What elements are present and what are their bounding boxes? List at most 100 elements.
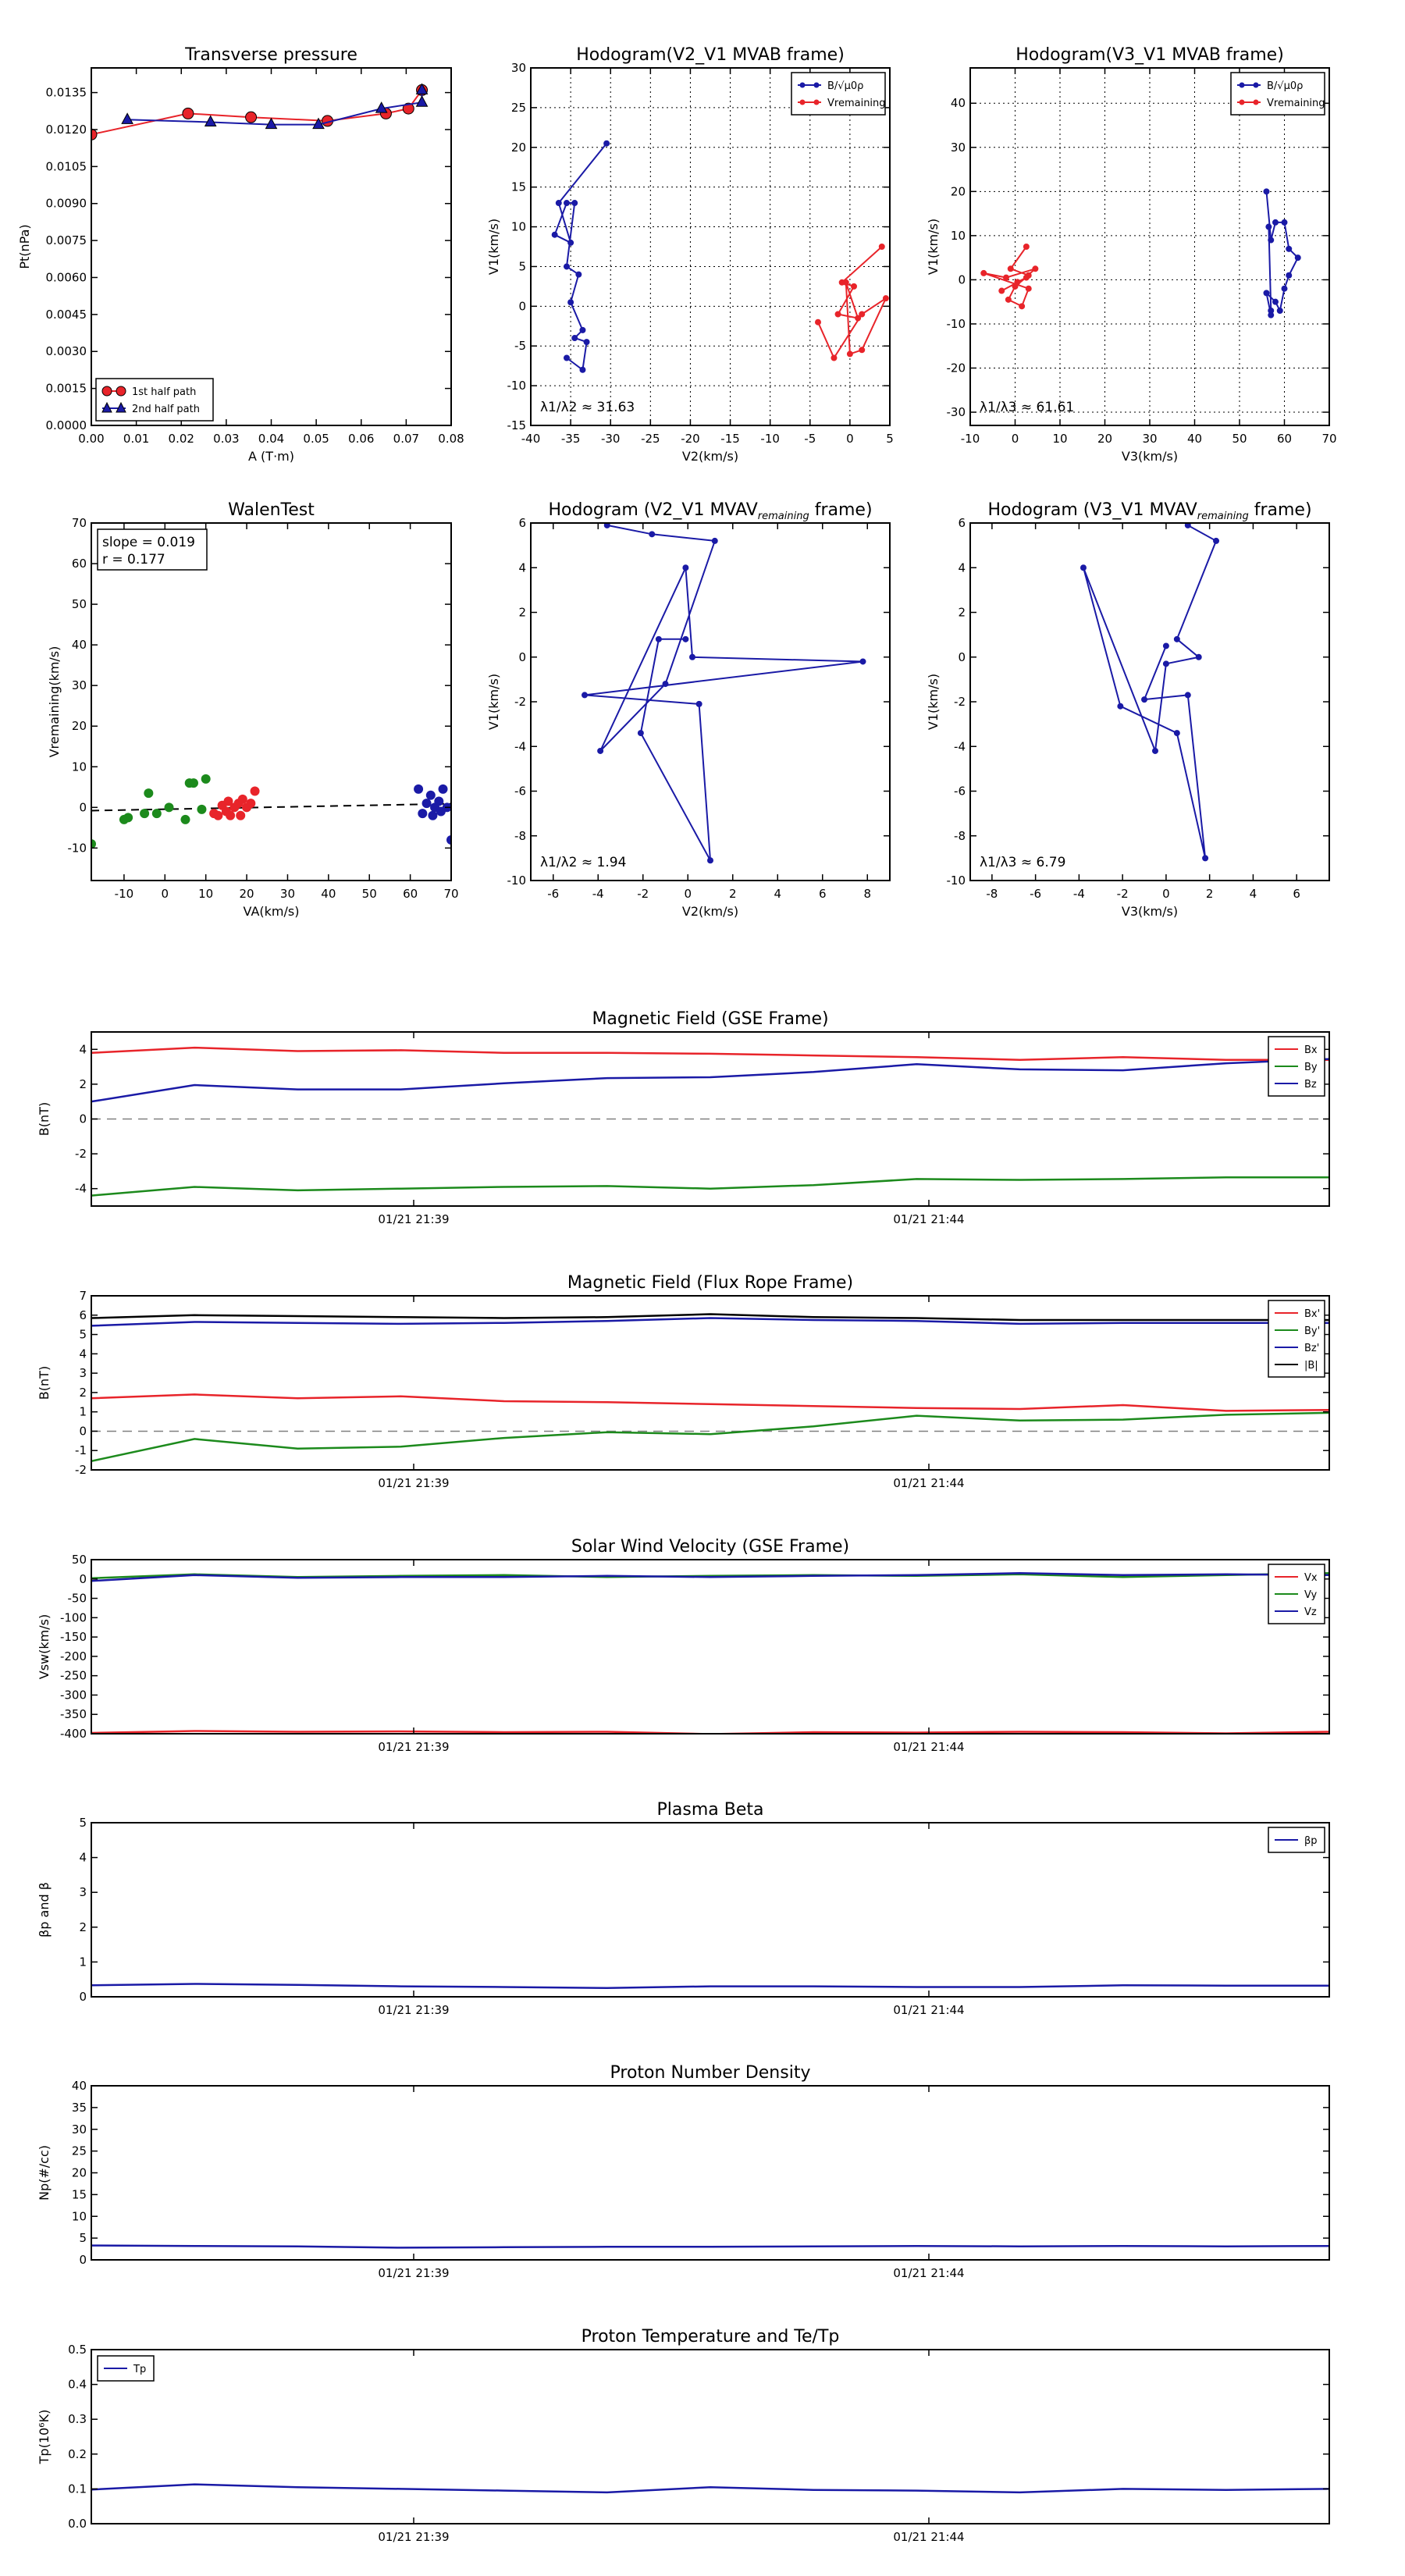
y-tick-label: 4 [958,560,966,575]
data-point [564,263,570,270]
x-tick-label: 01/21 21:39 [378,1212,449,1226]
legend-marker [116,401,126,413]
data-point [1268,307,1275,314]
y-tick-label: 10 [72,760,87,774]
data-point [1263,290,1270,297]
plot-frame [91,522,452,881]
data-point [707,857,713,864]
chart-title-tail: frame) [1249,500,1312,520]
x-tick-label: 01/21 21:44 [893,1740,964,1754]
x-tick-label: 01/21 21:44 [893,2530,964,2544]
chart-panel-proton_temperature: 01/21 21:39 01/21 21:44 0.0 0.1 0.2 0.3 0.4 0.5… [37,2327,1330,2544]
y-tick-label: 30 [951,141,966,155]
y-tick-label: -100 [60,1610,87,1624]
data-point [1276,307,1283,314]
x-tick-label: 0.05 [303,432,329,446]
x-tick-label: -4 [592,887,604,901]
data-point [414,784,424,794]
data-point [375,101,388,113]
data-point [1032,265,1039,272]
y-tick-label: 50 [72,597,87,611]
legend-marker [116,386,126,397]
data-point [583,339,590,346]
data-point [1184,692,1191,699]
series-bz- [91,1317,1329,1327]
y-tick-label: -10 [947,873,966,888]
data-point [859,347,866,354]
y-tick-label: 30 [72,678,87,692]
series-1 [209,786,260,820]
chart-title: Hodogram(V3_V1 MVAB frame) [1016,45,1284,65]
chart-panel-walen_test: -10 0 10 20 30 40 50 60 70 -10 0 10 20 30 40 50 60 70 Wale… [47,500,459,919]
data-point [1080,564,1087,571]
data-point [226,810,236,820]
x-tick-label: 0.01 [123,432,149,446]
y-axis-label: Vsw(km/s) [37,1614,52,1679]
data-point [312,117,325,130]
chart-panel-plasma_beta: 01/21 21:39 01/21 21:44 0 1 2 3 4 5 Plasma Beta β… [37,1800,1330,2017]
chart-panel-proton_number_density: 01/21 21:39 01/21 21:44 0 5 10 15 20 25 30 35 40 Pr… [37,2063,1330,2280]
x-tick-label: 10 [198,887,213,901]
data-point [1265,223,1272,230]
plot-frame [91,1559,1330,1735]
plot-frame [91,1295,1330,1471]
x-tick-label: 70 [1321,432,1336,446]
series-vz [91,1572,1329,1582]
legend-label: Vx [1304,1572,1318,1584]
data-point [123,813,133,823]
y-tick-label: -400 [60,1727,87,1741]
y-tick-label: 2 [958,606,966,620]
eigenvalue-ratio-annotation: λ1/λ3 ≈ 6.79 [980,855,1065,870]
y-tick-label: 25 [72,2144,87,2158]
data-point [1025,285,1032,292]
x-tick-label: 8 [863,887,871,901]
y-tick-label: 0 [958,650,966,664]
data-point [415,83,429,94]
chart-title: Hodogram (V2_V1 MVAVremaining frame) [548,500,872,522]
data-point [1023,244,1030,250]
plot-frame [969,522,1330,881]
eigenvalue-ratio-annotation: λ1/λ2 ≈ 31.63 [540,400,635,415]
y-tick-label: 6 [79,1308,87,1322]
x-tick-label: 01/21 21:44 [893,1476,964,1490]
x-tick-label: 6 [1293,887,1300,901]
y-tick-label: 30 [511,61,526,75]
y-tick-label: -10 [507,873,527,888]
y-tick-label: -2 [954,695,966,709]
data-point [237,794,247,804]
chart-panel-hodogram_v2_v1_mvav: -6 -4 -2 0 2 4 6 8 -10 -8 -6 -4 -2 0 2 4 6 Hodogram (V2_V… [486,500,891,919]
y-tick-label: 2 [79,1077,87,1091]
x-tick-label: 2 [729,887,737,901]
x-tick-label: 10 [1052,432,1067,446]
data-point [655,635,662,642]
y-tick-label: 0 [518,650,526,664]
y-tick-label: 1 [79,1405,87,1419]
y-tick-label: -4 [954,739,966,753]
x-tick-label: -4 [1073,887,1085,901]
data-point [1195,653,1202,660]
series-line [91,1046,1329,1061]
data-point [1202,855,1209,862]
data-point [201,774,211,784]
y-tick-label: 5 [79,1816,87,1830]
y-tick-label: 25 [511,101,526,115]
series-0 [91,774,211,849]
x-axis-label: V3(km/s) [1122,449,1178,464]
chart-panel-hodogram_v2_v1_mvab: -40 -35 -30 -25 -20 -15 -10 -5 0 5 -15 -10 -5 0 5 10 15 2… [486,45,894,464]
data-point [140,809,150,819]
legend-marker [1253,82,1259,88]
x-tick-label: 01/21 21:44 [893,2003,964,2017]
y-tick-label: 4 [79,1042,87,1056]
legend-label: 2nd half path [132,404,200,415]
x-tick-label: 6 [819,887,827,901]
y-tick-label: -2 [75,1147,87,1161]
x-tick-label: -30 [601,432,621,446]
y-tick-label: -8 [514,829,526,843]
y-axis-label: B(nT) [37,1102,52,1136]
y-tick-label: 0.0030 [46,344,87,358]
y-tick-label: 20 [72,719,87,733]
series-line [584,524,863,861]
chart-title: Magnetic Field (GSE Frame) [592,1009,828,1029]
legend: βp [1268,1827,1325,1853]
chart-panel-hodogram_v3_v1_mvab: -10 0 10 20 30 40 50 60 70 -30 -20 -10 0 10 20 30 40 Hodo… [926,45,1337,464]
